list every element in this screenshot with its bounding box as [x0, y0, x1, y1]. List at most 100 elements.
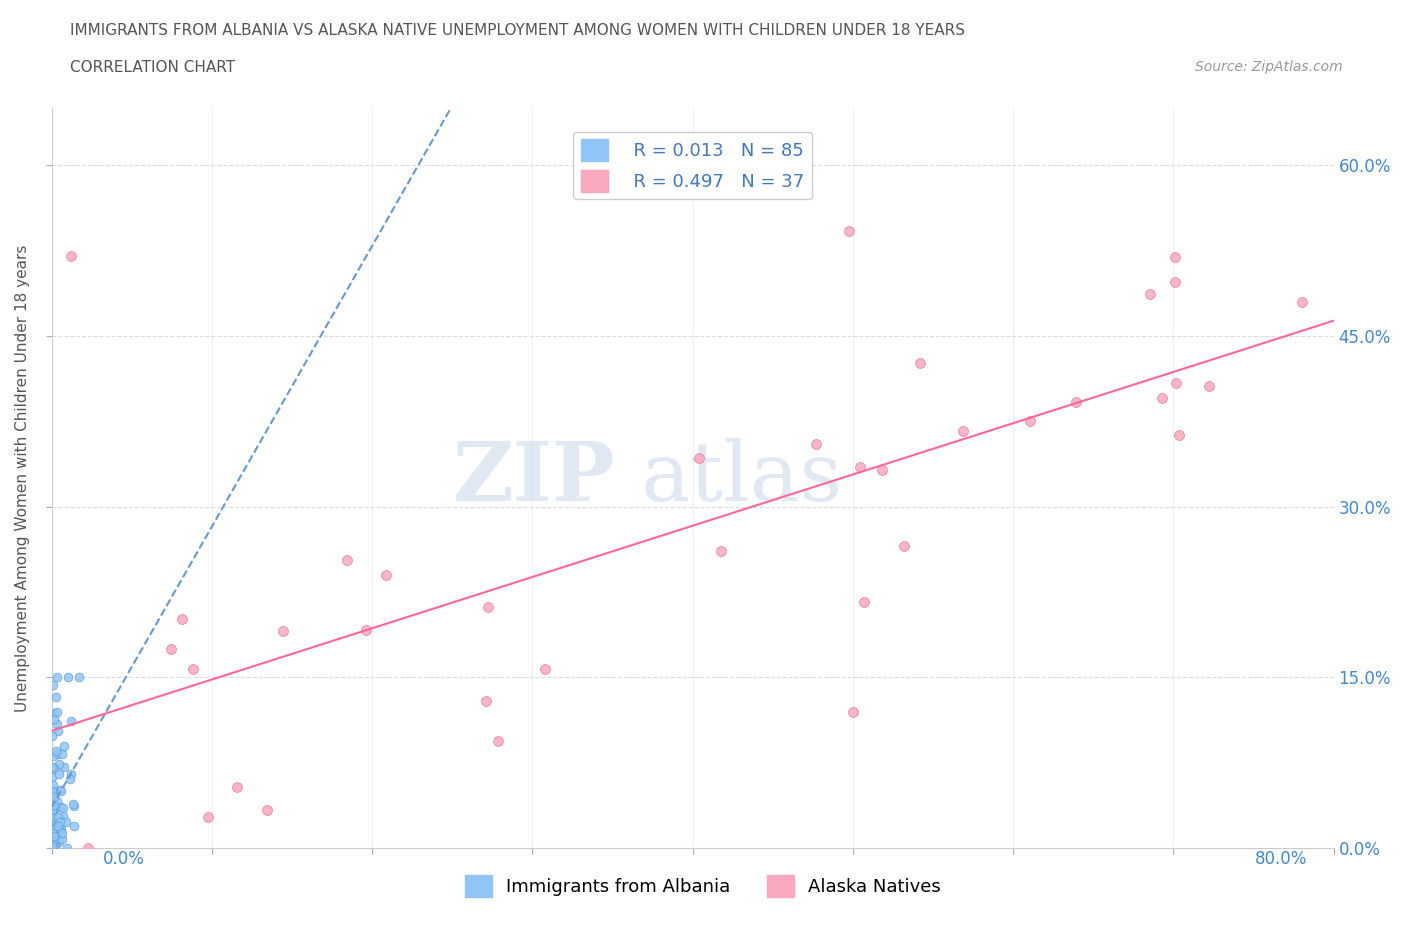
- Text: IMMIGRANTS FROM ALBANIA VS ALASKA NATIVE UNEMPLOYMENT AMONG WOMEN WITH CHILDREN : IMMIGRANTS FROM ALBANIA VS ALASKA NATIVE…: [70, 23, 966, 38]
- Point: [59, 248, 82, 263]
- Point: [45, 817, 67, 832]
- Point: [52, 801, 75, 816]
- Point: [41, 819, 63, 834]
- Point: [42, 783, 65, 798]
- Point: [804, 436, 827, 451]
- Point: [45, 689, 67, 704]
- Point: [49, 799, 72, 814]
- Point: [55, 815, 77, 830]
- Point: [41, 803, 63, 817]
- Text: 80.0%: 80.0%: [1256, 850, 1308, 869]
- Point: [42, 748, 65, 763]
- Point: [59, 766, 82, 781]
- Point: [48, 757, 70, 772]
- Point: [48, 766, 70, 781]
- Point: [41, 784, 63, 799]
- Point: [1167, 428, 1189, 443]
- Point: [41, 835, 63, 850]
- Point: [42, 705, 65, 720]
- Point: [46, 747, 69, 762]
- Point: [42, 827, 65, 842]
- Point: [42, 711, 65, 726]
- Text: CORRELATION CHART: CORRELATION CHART: [70, 60, 235, 75]
- Point: [77, 841, 100, 856]
- Point: [1019, 414, 1042, 429]
- Point: [41, 759, 63, 774]
- Point: [870, 462, 893, 477]
- Point: [952, 424, 974, 439]
- Point: [56, 670, 79, 684]
- Point: [45, 744, 67, 759]
- Point: [42, 839, 65, 854]
- Point: [42, 829, 65, 844]
- Point: [256, 803, 278, 817]
- Point: [62, 797, 84, 812]
- Point: [41, 825, 63, 840]
- Point: [56, 841, 79, 856]
- Point: [49, 784, 72, 799]
- Point: [1163, 274, 1185, 289]
- Point: [849, 459, 872, 474]
- Point: [1139, 287, 1161, 302]
- Point: [63, 818, 86, 833]
- Point: [49, 825, 72, 840]
- Text: Source: ZipAtlas.com: Source: ZipAtlas.com: [1195, 60, 1343, 74]
- Point: [51, 821, 73, 836]
- Point: [44, 797, 66, 812]
- Point: [49, 783, 72, 798]
- Point: [374, 567, 396, 582]
- Point: [1164, 249, 1187, 264]
- Point: [42, 822, 65, 837]
- Point: [42, 834, 65, 849]
- Text: ZIP: ZIP: [453, 438, 616, 518]
- Point: [842, 704, 865, 719]
- Point: [44, 839, 66, 854]
- Point: [42, 787, 65, 802]
- Point: [710, 544, 733, 559]
- Point: [1152, 391, 1174, 405]
- Point: [42, 678, 65, 693]
- Point: [1291, 294, 1313, 309]
- Point: [41, 804, 63, 819]
- Point: [46, 824, 69, 839]
- Point: [41, 811, 63, 826]
- Point: [181, 662, 204, 677]
- Point: [49, 815, 72, 830]
- Point: [41, 728, 63, 743]
- Point: [42, 839, 65, 854]
- Point: [172, 612, 194, 627]
- Point: [58, 772, 80, 787]
- Point: [63, 799, 86, 814]
- Point: [336, 552, 359, 567]
- Point: [475, 693, 498, 708]
- Point: [893, 538, 915, 553]
- Y-axis label: Unemployment Among Women with Children Under 18 years: Unemployment Among Women with Children U…: [15, 245, 30, 711]
- Point: [52, 809, 75, 824]
- Point: [46, 724, 69, 738]
- Point: [41, 820, 63, 835]
- Point: [41, 770, 63, 785]
- Point: [908, 355, 931, 370]
- Point: [852, 594, 875, 609]
- Point: [42, 761, 65, 776]
- Point: [354, 622, 377, 637]
- Point: [41, 829, 63, 844]
- Point: [42, 800, 65, 815]
- Point: [44, 826, 66, 841]
- Point: [42, 822, 65, 837]
- Point: [44, 838, 66, 853]
- Point: [41, 784, 63, 799]
- Point: [1198, 379, 1220, 393]
- Point: [53, 738, 76, 753]
- Point: [42, 777, 65, 792]
- Point: [44, 801, 66, 816]
- Point: [477, 600, 499, 615]
- Point: [41, 838, 63, 853]
- Point: [53, 759, 76, 774]
- Point: [44, 836, 66, 851]
- Point: [51, 831, 73, 846]
- Point: [44, 818, 66, 833]
- Point: [48, 810, 70, 825]
- Text: atlas: atlas: [641, 438, 844, 518]
- Point: [59, 713, 82, 728]
